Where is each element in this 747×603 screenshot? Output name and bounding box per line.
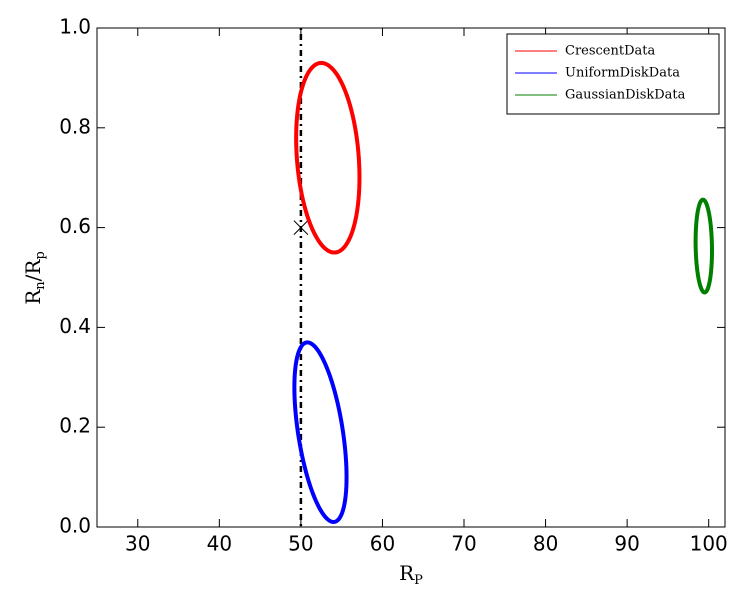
- plot-frame: [96, 27, 726, 528]
- x-tick-label: 50: [288, 532, 313, 556]
- y-tick-label: 0.2: [59, 414, 91, 438]
- marker: [293, 220, 309, 235]
- x-label-main: R: [399, 561, 415, 585]
- y-label-sub: n: [33, 281, 48, 290]
- x-label-sub: P: [414, 573, 423, 588]
- legend-box: [506, 33, 720, 115]
- ellipse: [693, 197, 714, 295]
- y-tick-label: 1.0: [59, 15, 91, 39]
- legend-label: UniformDiskData: [565, 66, 680, 81]
- x-tick-label: 100: [690, 532, 728, 556]
- x-axis-label: RP: [399, 561, 423, 588]
- x-tick-label: 30: [125, 532, 150, 556]
- y-tick-label: 0.4: [59, 314, 91, 338]
- x-tick-label: 70: [451, 532, 476, 556]
- y-label-sub: p: [33, 251, 48, 259]
- y-axis-label: Rn/Rp: [21, 251, 48, 305]
- x-tick-label: 80: [533, 532, 558, 556]
- legend-label: GaussianDiskData: [565, 88, 686, 103]
- ellipse: [292, 340, 349, 525]
- y-label-part: /R: [21, 259, 45, 282]
- x-tick-label: 60: [370, 532, 395, 556]
- y-tick-label: 0.6: [59, 214, 91, 238]
- ellipse: [294, 60, 362, 255]
- x-tick-label: 90: [614, 532, 639, 556]
- y-label-part: R: [21, 289, 45, 305]
- legend-label: CrescentData: [565, 44, 655, 59]
- y-tick-label: 0.0: [59, 514, 91, 538]
- x-tick-label: 40: [207, 532, 232, 556]
- y-tick-label: 0.8: [59, 114, 91, 138]
